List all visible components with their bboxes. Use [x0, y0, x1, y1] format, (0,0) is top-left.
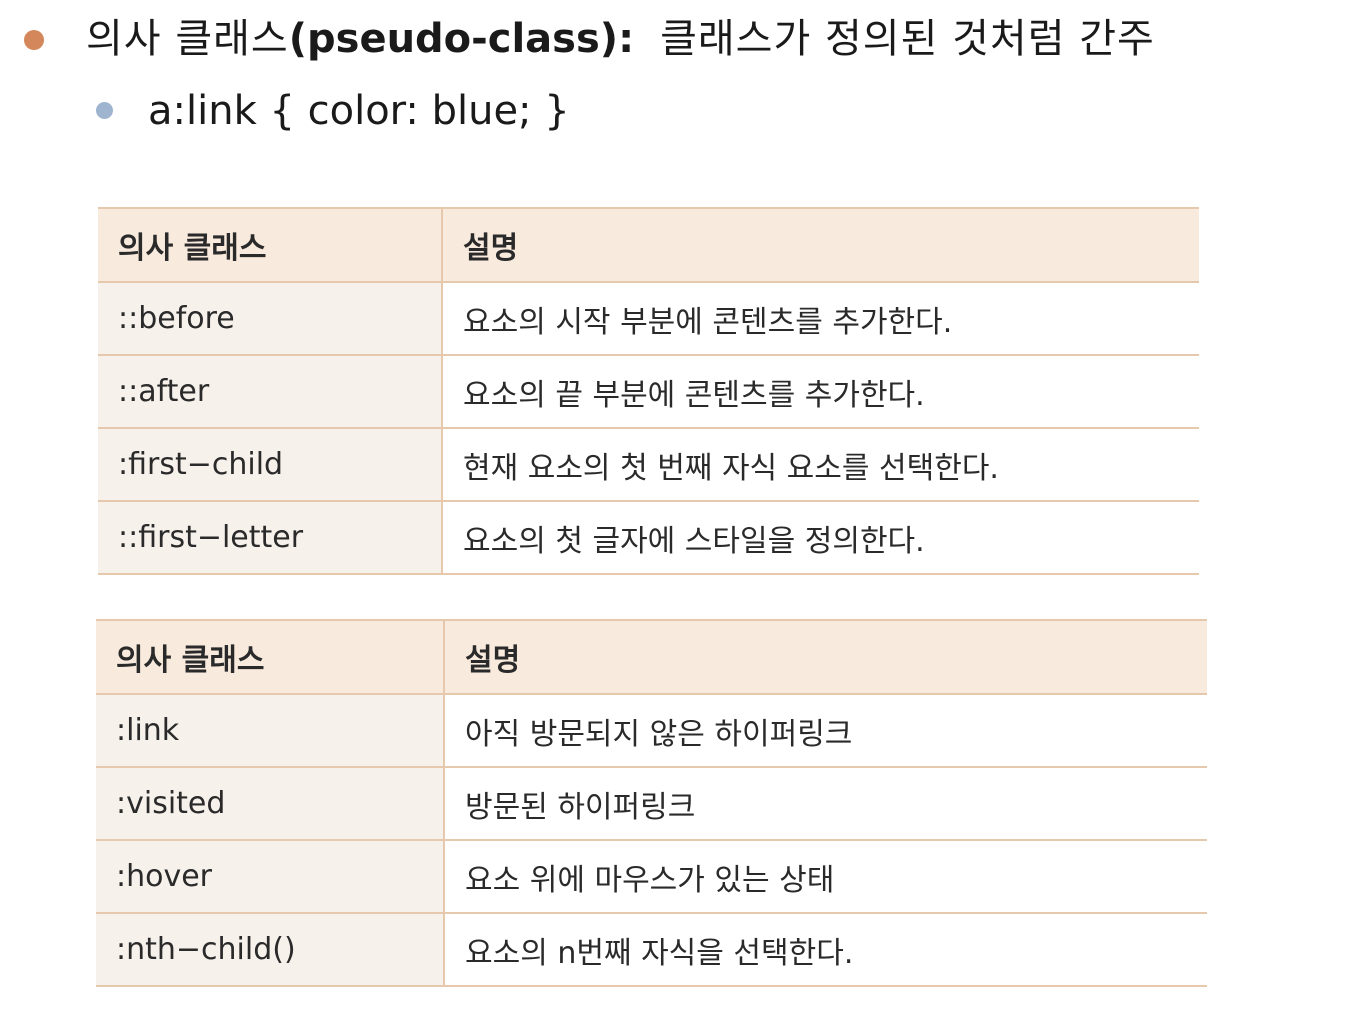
sub-bullet-point	[96, 102, 113, 119]
selector-cell: ::after	[98, 354, 443, 429]
description-cell: 요소의 시작 부분에 콘텐츠를 추가한다.	[442, 281, 1199, 356]
heading-line: 의사 클래스(pseudo-class): 클래스가 정의된 것처럼 간주	[86, 12, 1155, 66]
bullet-point	[24, 30, 44, 50]
pseudo-element-table: 의사 클래스 설명 ::before 요소의 시작 부분에 콘텐츠를 추가한다.…	[98, 207, 1199, 575]
table-row: ::before 요소의 시작 부분에 콘텐츠를 추가한다.	[98, 281, 1199, 356]
description-cell: 요소의 끝 부분에 콘텐츠를 추가한다.	[442, 354, 1199, 429]
selector-cell: :hover	[96, 839, 445, 914]
description-cell: 요소의 첫 글자에 스타일을 정의한다.	[442, 500, 1199, 575]
column-header-description: 설명	[442, 207, 1199, 283]
description-cell: 요소 위에 마우스가 있는 상태	[444, 839, 1207, 914]
selector-cell: :link	[96, 693, 445, 768]
column-header-pseudo-class: 의사 클래스	[98, 207, 443, 283]
table-row: ::first−letter 요소의 첫 글자에 스타일을 정의한다.	[98, 500, 1199, 575]
table-row: :hover 요소 위에 마우스가 있는 상태	[96, 839, 1207, 914]
heading-term: 의사 클래스	[86, 16, 289, 62]
table-row: :nth−child() 요소의 n번째 자식을 선택한다.	[96, 912, 1207, 987]
table-header-row: 의사 클래스 설명	[96, 619, 1207, 695]
description-cell: 요소의 n번째 자식을 선택한다.	[444, 912, 1207, 987]
example-code: a:link { color: blue; }	[148, 88, 570, 134]
table-row: :first−child 현재 요소의 첫 번째 자식 요소를 선택한다.	[98, 427, 1199, 502]
table-row: :visited 방문된 하이퍼링크	[96, 766, 1207, 841]
selector-cell: :nth−child()	[96, 912, 445, 987]
column-header-description: 설명	[444, 619, 1207, 695]
pseudo-class-table: 의사 클래스 설명 :link 아직 방문되지 않은 하이퍼링크 :visite…	[96, 619, 1207, 987]
table-header-row: 의사 클래스 설명	[98, 207, 1199, 283]
heading-term-en: (pseudo-class):	[288, 16, 635, 62]
description-cell: 아직 방문되지 않은 하이퍼링크	[444, 693, 1207, 768]
description-cell: 방문된 하이퍼링크	[444, 766, 1207, 841]
selector-cell: ::before	[98, 281, 443, 356]
selector-cell: :visited	[96, 766, 445, 841]
description-cell: 현재 요소의 첫 번째 자식 요소를 선택한다.	[442, 427, 1199, 502]
selector-cell: ::first−letter	[98, 500, 443, 575]
selector-cell: :first−child	[98, 427, 443, 502]
table-row: :link 아직 방문되지 않은 하이퍼링크	[96, 693, 1207, 768]
table-row: ::after 요소의 끝 부분에 콘텐츠를 추가한다.	[98, 354, 1199, 429]
column-header-pseudo-class: 의사 클래스	[96, 619, 445, 695]
heading-description: 클래스가 정의된 것처럼 간주	[660, 16, 1155, 62]
